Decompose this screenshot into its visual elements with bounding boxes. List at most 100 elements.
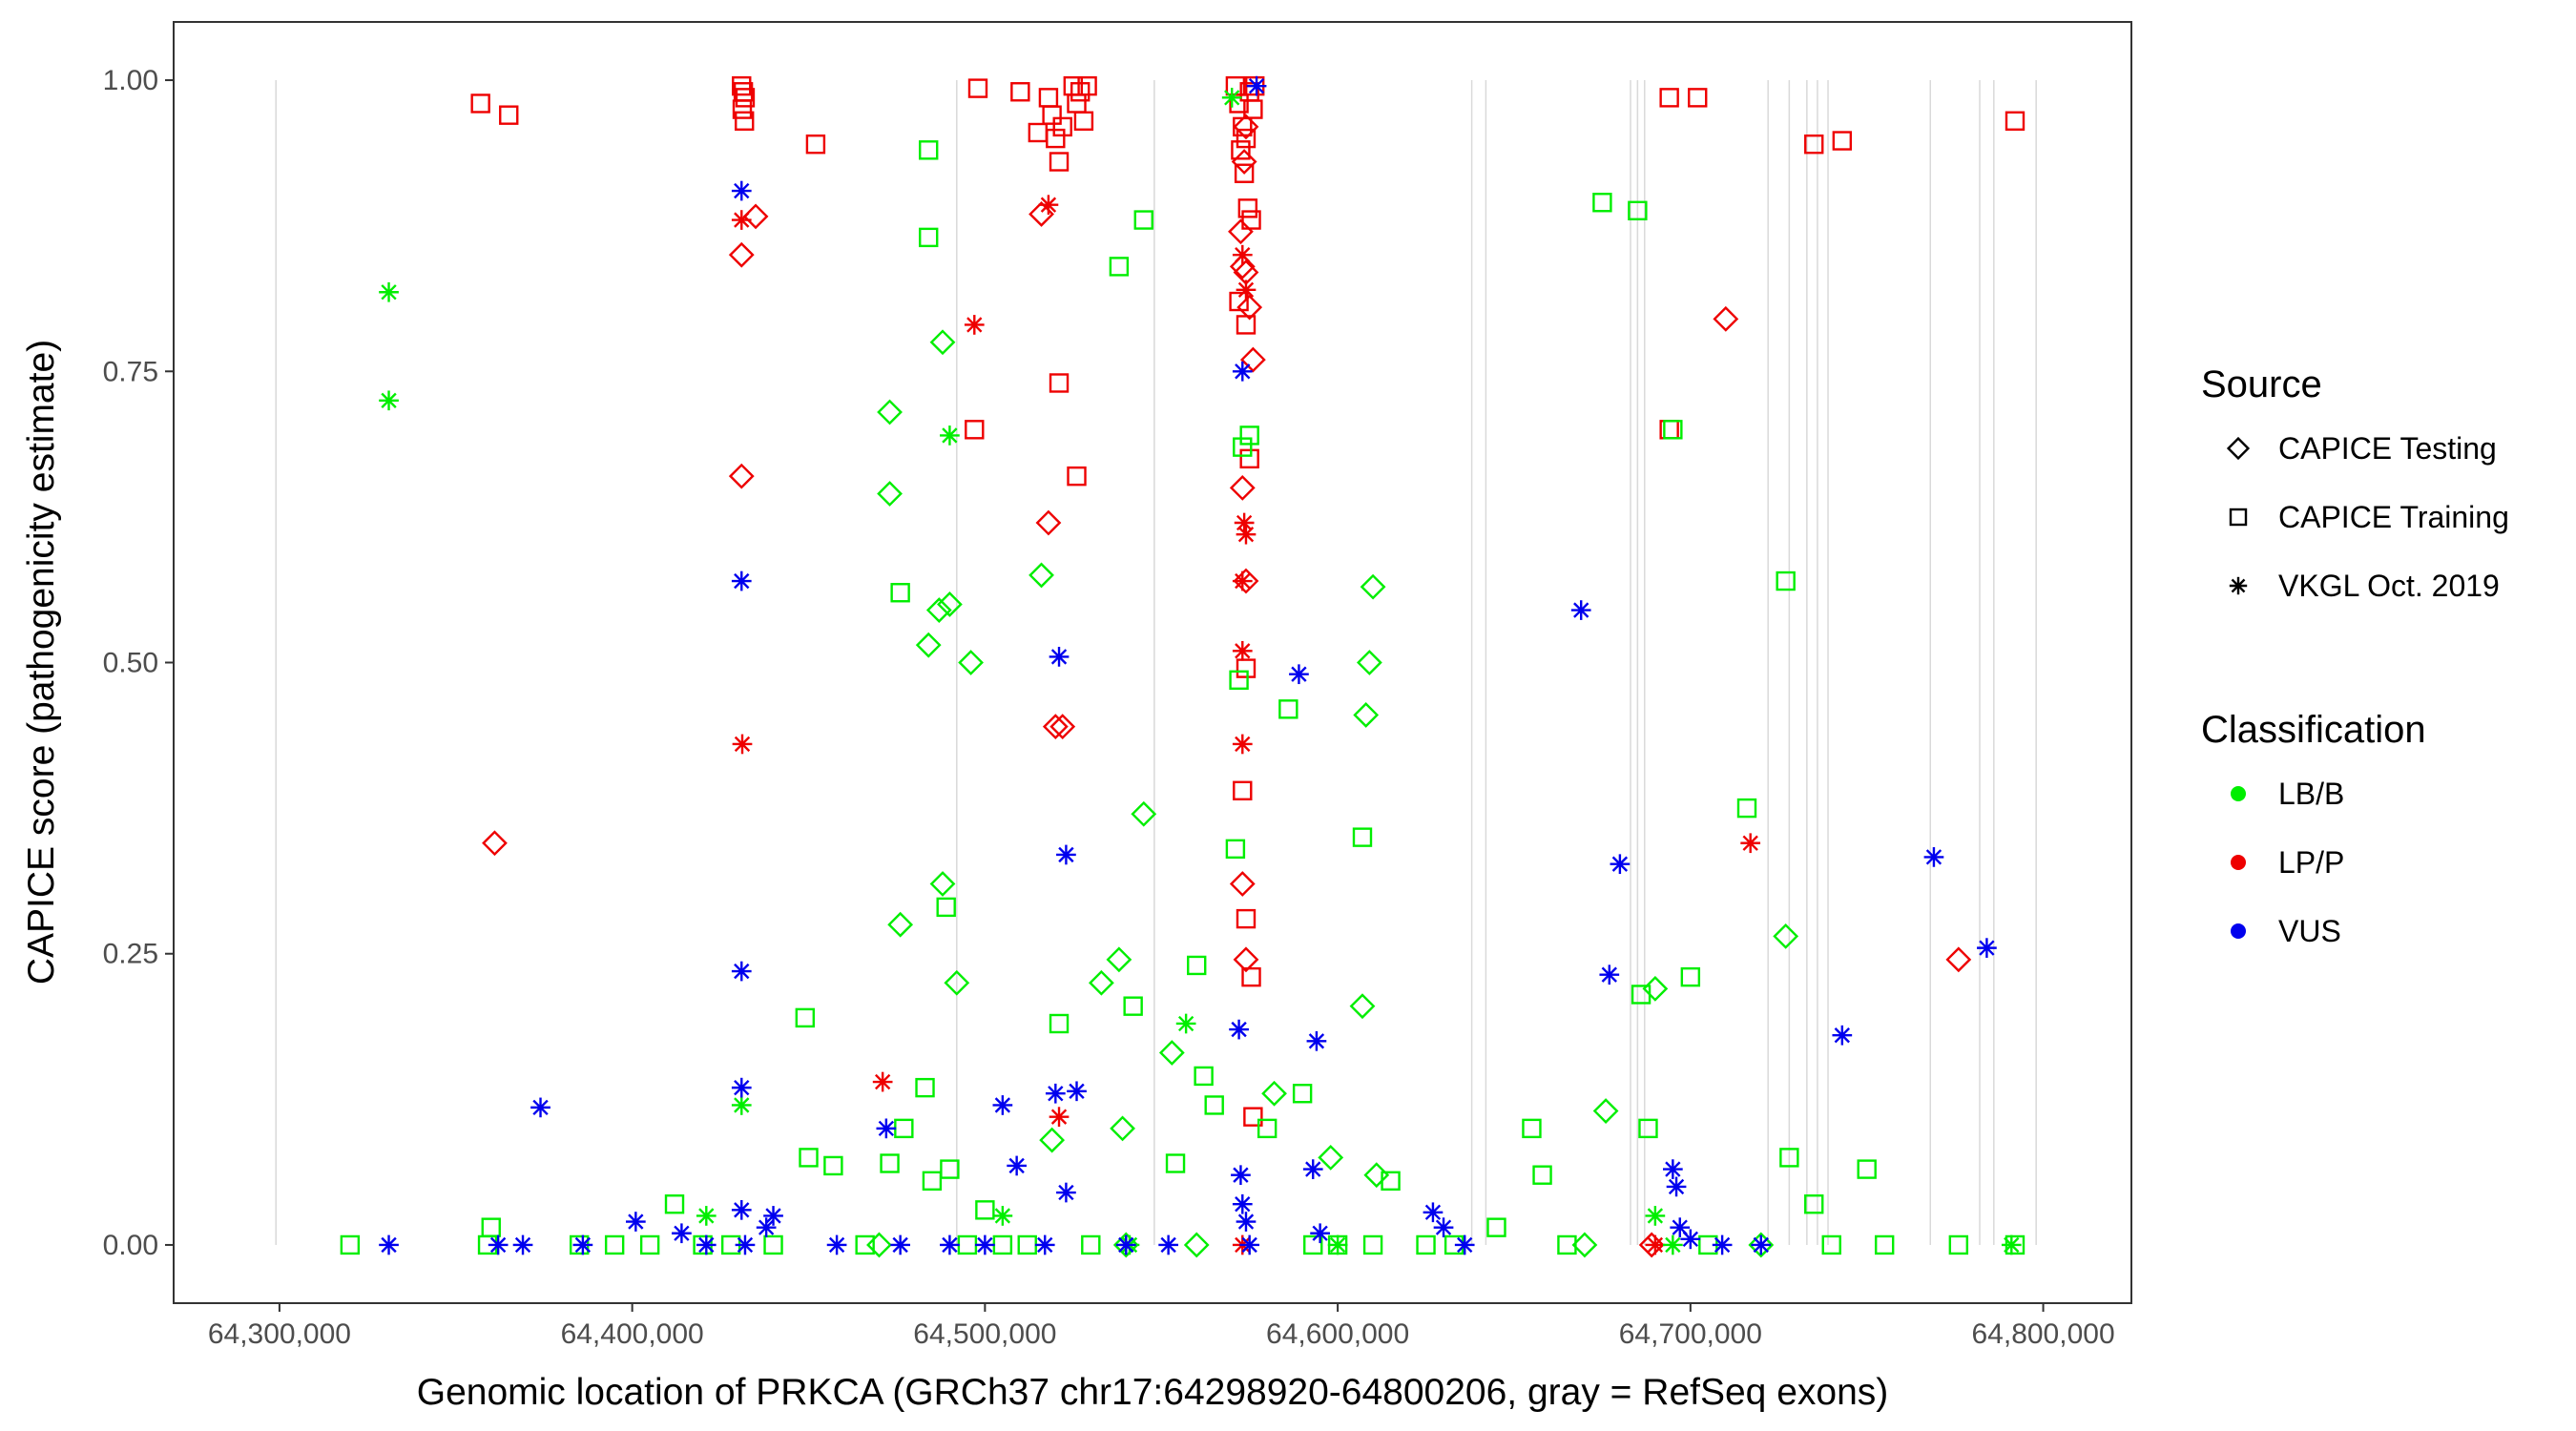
- data-point: [1659, 88, 1679, 108]
- legend-key-square: [2229, 508, 2248, 527]
- data-point: [732, 75, 752, 96]
- data-point: [482, 830, 508, 857]
- data-point: [1225, 839, 1246, 860]
- x-tick-label: 64,700,000: [1619, 1318, 1762, 1350]
- data-point: [1557, 1234, 1577, 1255]
- data-point: [1923, 847, 1944, 867]
- data-point: [731, 180, 752, 201]
- data-point: [1416, 1234, 1436, 1255]
- data-point: [1360, 573, 1386, 600]
- data-point: [1680, 966, 1701, 987]
- data-point: [1306, 1030, 1327, 1051]
- data-point: [937, 591, 963, 617]
- data-point: [1243, 1107, 1263, 1127]
- data-point: [1236, 294, 1263, 321]
- data-point: [1231, 1165, 1251, 1186]
- y-tick-label: 0.25: [103, 939, 158, 970]
- legend-key-dot: [2231, 855, 2246, 870]
- data-point: [1592, 1098, 1619, 1124]
- data-point: [1303, 1234, 1323, 1255]
- data-point: [1232, 244, 1253, 265]
- data-point: [379, 390, 399, 411]
- data-point: [1628, 200, 1648, 220]
- data-point: [1229, 871, 1256, 897]
- data-point: [1046, 128, 1066, 149]
- data-point: [992, 1206, 1013, 1226]
- data-point: [1109, 257, 1130, 277]
- data-point: [639, 1234, 660, 1255]
- data-point: [1804, 1194, 1824, 1214]
- data-point: [1077, 75, 1097, 96]
- data-point: [1232, 361, 1253, 382]
- legend-label: VUS: [2278, 914, 2341, 948]
- data-point: [823, 1155, 843, 1176]
- data-point: [1133, 210, 1153, 230]
- data-point: [915, 1077, 935, 1098]
- data-point: [944, 969, 970, 996]
- data-point: [1221, 88, 1242, 108]
- data-point: [872, 1071, 893, 1092]
- data-point: [696, 1206, 717, 1226]
- data-point: [1327, 1234, 1348, 1255]
- data-point: [1592, 193, 1612, 213]
- data-point: [488, 1234, 509, 1255]
- data-point: [1713, 305, 1739, 332]
- data-point: [1165, 1153, 1186, 1173]
- data-point: [763, 1234, 783, 1255]
- y-tick-label: 0.50: [103, 648, 158, 679]
- data-point: [1237, 198, 1258, 218]
- legend-key-diamond: [2226, 436, 2251, 461]
- data-point: [1363, 1162, 1390, 1189]
- data-point: [731, 1199, 752, 1220]
- data-point: [965, 420, 985, 440]
- data-point: [1289, 664, 1309, 685]
- legend: Source CAPICE Testing CAPICE Training VKGL…: [2201, 363, 2509, 948]
- data-point: [1233, 437, 1253, 457]
- data-point: [763, 1206, 783, 1226]
- data-point: [1233, 780, 1253, 800]
- data-point: [919, 227, 939, 248]
- legend-item-lp-p: LP/P: [2231, 845, 2344, 880]
- y-axis: 0.00 0.25 0.50 0.75 1.00: [103, 65, 174, 1261]
- data-point: [1736, 798, 1757, 819]
- data-point: [940, 1159, 960, 1179]
- data-point: [379, 1234, 399, 1255]
- data-point: [1776, 570, 1796, 591]
- data-point: [890, 583, 910, 603]
- legend-label: VKGL Oct. 2019: [2278, 569, 2500, 603]
- data-point: [1115, 1234, 1136, 1255]
- data-point: [1056, 1182, 1076, 1203]
- data-point: [1645, 1206, 1666, 1226]
- data-point: [1158, 1234, 1178, 1255]
- legend-label: CAPICE Testing: [2278, 431, 2497, 466]
- data-point: [731, 961, 752, 982]
- data-point: [664, 1194, 685, 1214]
- data-points: [340, 75, 2025, 1258]
- data-point: [1049, 647, 1070, 667]
- legend-item-capice-testing: CAPICE Testing: [2226, 431, 2497, 466]
- data-point: [1486, 1217, 1506, 1237]
- data-point: [1106, 946, 1132, 973]
- legend-item-vus: VUS: [2231, 914, 2341, 948]
- data-point: [1229, 253, 1256, 280]
- data-point: [572, 1234, 593, 1255]
- data-point: [1088, 969, 1114, 996]
- data-point: [799, 1148, 819, 1168]
- data-point: [1228, 218, 1254, 245]
- data-point: [1666, 1176, 1687, 1197]
- data-point: [1663, 420, 1683, 440]
- data-point: [1007, 1155, 1028, 1176]
- data-point: [1638, 1118, 1658, 1139]
- data-point: [964, 315, 985, 335]
- x-tick-label: 64,400,000: [561, 1318, 704, 1350]
- data-point: [1610, 854, 1631, 875]
- x-tick-label: 64,500,000: [913, 1318, 1056, 1350]
- data-point: [735, 1234, 756, 1255]
- data-point: [826, 1234, 847, 1255]
- data-point: [1236, 658, 1257, 678]
- data-point: [1241, 210, 1261, 230]
- data-point: [1241, 966, 1261, 987]
- data-point: [1246, 75, 1267, 96]
- data-point: [1779, 1148, 1799, 1168]
- data-point: [890, 1234, 910, 1255]
